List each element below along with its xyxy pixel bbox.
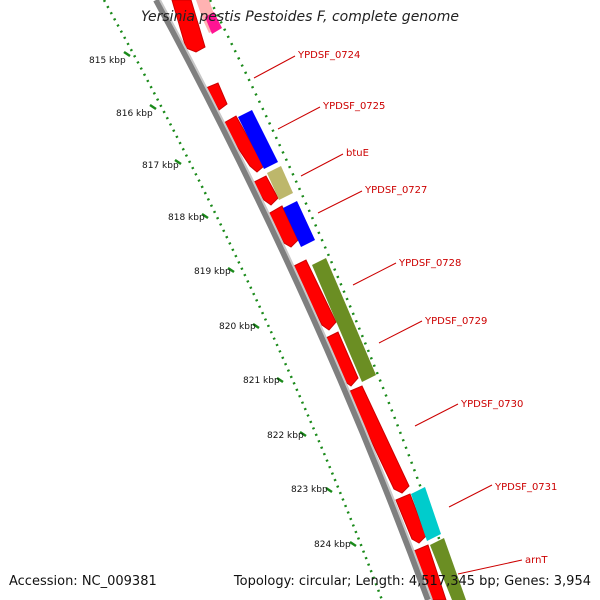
cds-feature[interactable] [251, 175, 279, 206]
leader-line [253, 55, 296, 79]
gene-label[interactable]: arnT [525, 555, 548, 566]
kbp-label: 822 kbp [267, 431, 304, 441]
leader-line [457, 559, 523, 575]
leader-line [414, 403, 459, 427]
tick-823 [325, 486, 333, 494]
genome-summary: Topology: circular; Length: 4,517,345 bp… [233, 574, 591, 589]
outer-dotted-ring [102, 0, 384, 600]
gene-label[interactable]: YPDSF_0730 [460, 399, 523, 410]
cyan-feature[interactable] [411, 487, 441, 541]
label-leaders [253, 55, 523, 575]
kbp-label: 823 kbp [291, 485, 328, 495]
cds-feature[interactable] [221, 115, 265, 173]
gene-label[interactable]: YPDSF_0727 [364, 185, 427, 196]
olive-feature[interactable] [312, 258, 376, 382]
kbp-label: 821 kbp [243, 376, 280, 386]
leader-line [352, 262, 397, 286]
leader-line [378, 320, 423, 344]
cds-feature[interactable] [347, 385, 410, 494]
kbp-label: 817 kbp [142, 161, 179, 171]
tick-824 [349, 540, 357, 548]
tick-822 [299, 430, 307, 438]
cds-feature[interactable] [171, 0, 206, 53]
backbone-highlight [159, 0, 433, 600]
tick-820 [252, 322, 260, 330]
genome-backbone [153, 0, 431, 600]
kbp-label: 820 kbp [219, 322, 256, 332]
magenta-feature[interactable] [205, 12, 222, 34]
tick-818 [201, 212, 209, 220]
gene-label[interactable]: YPDSF_0728 [398, 258, 461, 269]
cds-feature[interactable] [395, 493, 427, 544]
gene-label[interactable]: btuE [346, 148, 369, 159]
feature-track-forward [196, 0, 466, 600]
blue-feature[interactable] [283, 201, 315, 247]
kbp-label: 815 kbp [89, 56, 126, 66]
leader-line [448, 484, 493, 508]
accession-text: Accession: NC_009381 [9, 574, 157, 589]
map-title: Yersinia pestis Pestoides F, complete ge… [141, 9, 459, 25]
kbp-label: 818 kbp [168, 213, 205, 223]
gene-label[interactable]: YPDSF_0731 [494, 482, 557, 493]
tick-816 [149, 103, 157, 111]
tick-815 [123, 50, 131, 58]
leader-line [317, 190, 363, 214]
kbp-label: 816 kbp [116, 109, 153, 119]
tick-817 [174, 158, 182, 166]
khaki-feature[interactable] [267, 166, 293, 200]
kbp-label: 824 kbp [314, 540, 351, 550]
tick-821 [276, 376, 284, 384]
cds-track-reverse [171, 0, 447, 600]
leader-line [277, 106, 321, 130]
major-ticks [123, 50, 357, 548]
gene-label[interactable]: YPDSF_0725 [322, 101, 385, 112]
blue-feature[interactable] [238, 110, 278, 169]
tick-819 [227, 266, 235, 274]
gene-label[interactable]: YPDSF_0729 [424, 316, 487, 327]
leader-line [300, 153, 344, 177]
olive-feature[interactable] [430, 538, 466, 600]
gene-label[interactable]: YPDSF_0724 [297, 50, 360, 61]
kbp-label: 819 kbp [194, 267, 231, 277]
